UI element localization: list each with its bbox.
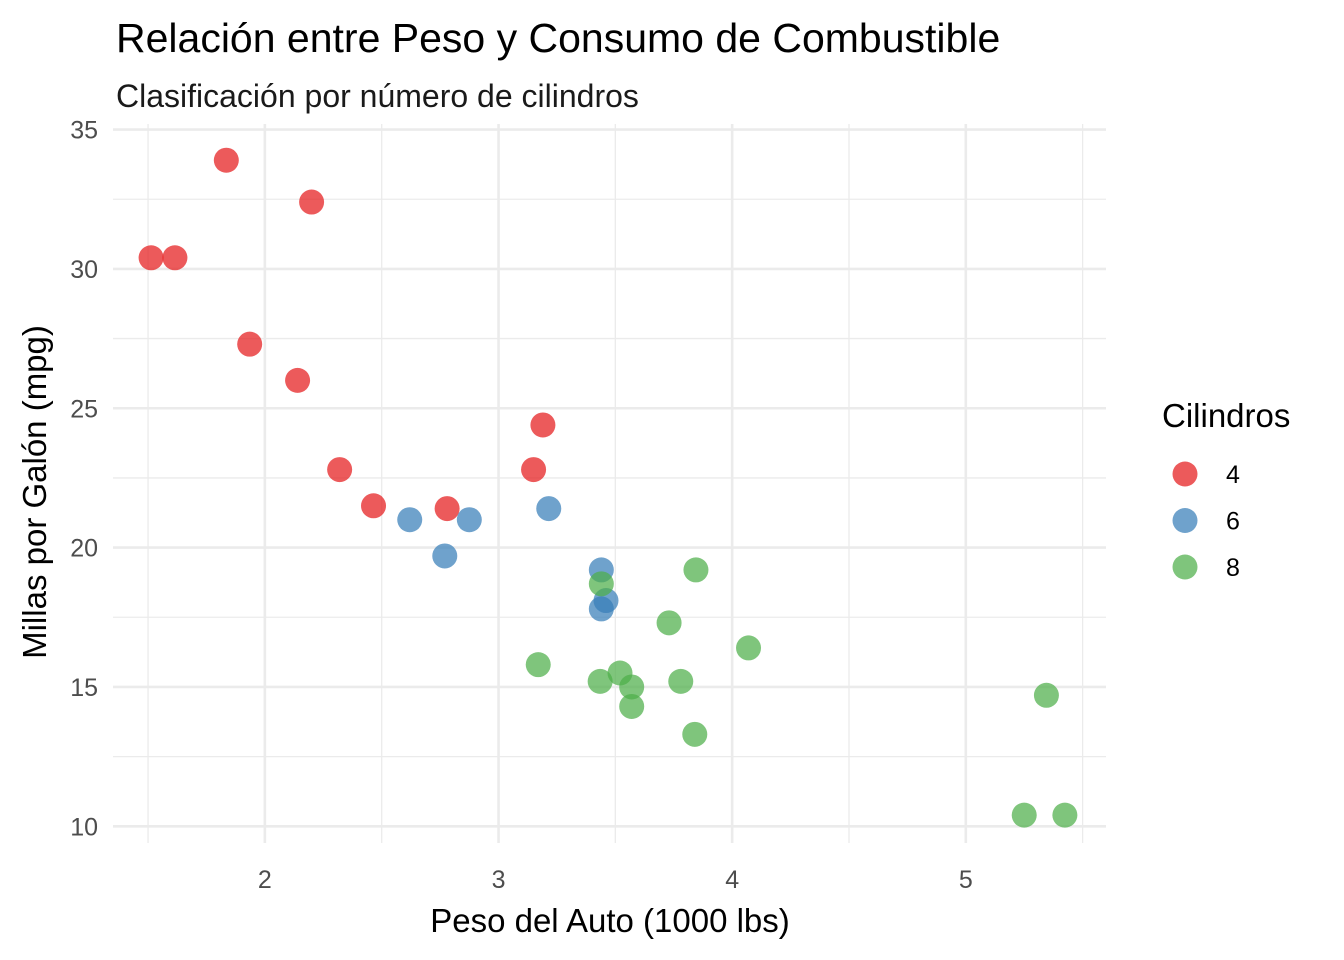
data-point-cyl-8 [525, 652, 551, 678]
data-point-cyl-4 [530, 412, 556, 438]
legend-label-6: 6 [1226, 508, 1240, 536]
data-point-cyl-8 [1033, 682, 1059, 708]
chart-subtitle: Clasificación por número de cilindros [116, 78, 639, 114]
data-point-cyl-8 [619, 693, 645, 719]
data-point-cyl-4 [327, 457, 353, 483]
legend-title: Cilindros [1162, 397, 1290, 434]
data-point-cyl-8 [619, 674, 645, 700]
data-point-cyl-4 [434, 496, 460, 522]
y-tick-label: 25 [70, 395, 98, 423]
x-tick-label: 4 [725, 866, 739, 894]
data-point-cyl-4 [237, 331, 263, 357]
y-axis-label: Millas por Galón (mpg) [16, 325, 53, 659]
data-point-cyl-4 [213, 147, 239, 173]
data-point-cyl-6 [456, 507, 482, 533]
data-point-cyl-8 [1052, 802, 1078, 828]
data-points [138, 147, 1078, 828]
data-point-cyl-4 [361, 493, 387, 519]
x-tick-label: 2 [258, 866, 272, 894]
data-point-cyl-8 [682, 721, 708, 747]
legend-key-4 [1172, 461, 1198, 487]
legend-label-8: 8 [1226, 554, 1240, 582]
chart-title: Relación entre Peso y Consumo de Combust… [116, 15, 1000, 61]
legend-items: 4 6 8 [1172, 461, 1240, 582]
y-tick-label: 10 [70, 813, 98, 841]
data-point-cyl-8 [656, 610, 682, 636]
data-point-cyl-6 [588, 596, 614, 622]
data-point-cyl-8 [1011, 802, 1037, 828]
y-tick-label: 35 [70, 117, 98, 145]
x-tick-label: 5 [959, 866, 973, 894]
data-point-cyl-6 [432, 543, 458, 569]
legend-label-4: 4 [1226, 461, 1240, 489]
data-point-cyl-8 [736, 635, 762, 661]
plot-grid [113, 124, 1106, 843]
y-tick-label: 15 [70, 674, 98, 702]
data-point-cyl-4 [138, 245, 164, 271]
y-tick-label: 20 [70, 535, 98, 563]
data-point-cyl-6 [536, 496, 562, 522]
x-axis-label: Peso del Auto (1000 lbs) [430, 902, 790, 939]
data-point-cyl-4 [299, 189, 325, 215]
data-point-cyl-8 [588, 571, 614, 597]
data-point-cyl-6 [397, 507, 423, 533]
data-point-cyl-8 [668, 668, 694, 694]
data-point-cyl-4 [521, 457, 547, 483]
x-axis-ticks: 2 3 4 5 [258, 866, 973, 894]
legend-key-6 [1172, 508, 1198, 533]
legend-key-8 [1172, 554, 1198, 580]
y-axis-ticks: 10 15 20 25 30 35 [70, 117, 98, 842]
legend: Cilindros 4 6 8 [1162, 397, 1290, 582]
data-point-cyl-8 [587, 668, 613, 694]
data-point-cyl-4 [162, 245, 188, 271]
data-point-cyl-8 [683, 557, 709, 583]
x-tick-label: 3 [492, 866, 506, 894]
data-point-cyl-4 [285, 367, 311, 393]
y-tick-label: 30 [70, 256, 98, 284]
